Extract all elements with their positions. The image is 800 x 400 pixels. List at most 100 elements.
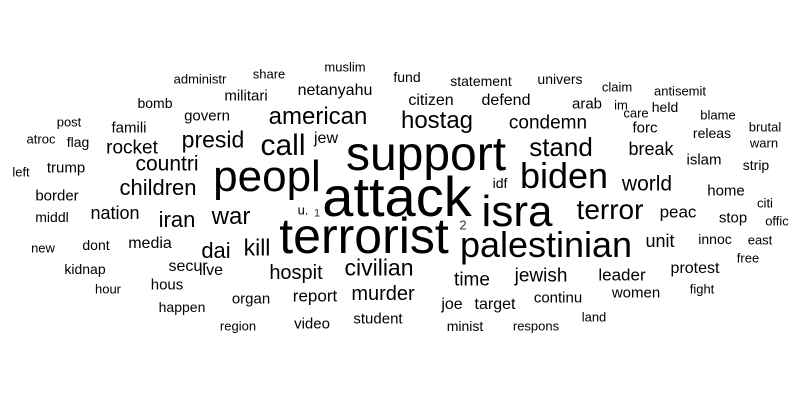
cloud-word: bomb	[137, 95, 173, 111]
cloud-word: nation	[90, 203, 140, 223]
cloud-word: isra	[481, 187, 553, 236]
cloud-word: hospit	[269, 262, 323, 284]
cloud-word: antisemit	[653, 83, 707, 99]
cloud-word: palestinian	[459, 224, 633, 265]
cloud-word: biden	[519, 155, 609, 196]
cloud-word: militari	[224, 87, 268, 105]
cloud-word: hostag	[400, 107, 474, 134]
cloud-word: target	[474, 296, 516, 313]
cloud-word: countri	[135, 152, 199, 176]
cloud-word: strip	[742, 157, 770, 173]
cloud-word: fight	[689, 281, 715, 297]
cloud-word: flag	[66, 134, 90, 150]
cloud-word: break	[628, 139, 674, 159]
cloud-word: condemn	[508, 112, 588, 134]
cloud-word: atroc	[26, 131, 56, 147]
cloud-word: support	[345, 128, 507, 181]
cloud-word: time	[454, 269, 490, 291]
cloud-word: respons	[512, 318, 560, 334]
cloud-word: rocket	[106, 137, 158, 159]
cloud-word: innoc	[698, 231, 732, 247]
cloud-word: jewish	[514, 265, 568, 287]
cloud-word: brutal	[748, 119, 782, 135]
cloud-word: free	[736, 250, 760, 266]
cloud-word: live	[198, 262, 224, 279]
cloud-word: fund	[393, 69, 421, 85]
cloud-word: netanyahu	[297, 82, 373, 99]
cloud-word: joe	[441, 296, 463, 313]
cloud-word: world	[621, 172, 673, 196]
cloud-word: region	[219, 318, 257, 334]
cloud-word: kidnap	[64, 261, 106, 277]
cloud-word: peac	[659, 202, 697, 222]
cloud-word: continu	[533, 289, 583, 307]
cloud-word: arab	[571, 95, 603, 113]
cloud-word: middl	[35, 209, 69, 225]
cloud-word: claim	[601, 79, 633, 95]
cloud-word: call	[260, 129, 306, 162]
cloud-word: stop	[718, 209, 748, 227]
cloud-word: new	[31, 240, 55, 256]
cloud-word: attack	[322, 165, 472, 228]
cloud-word: im	[614, 97, 628, 113]
cloud-word: citizen	[408, 92, 454, 109]
cloud-word: blame	[700, 107, 736, 123]
cloud-word: home	[707, 182, 745, 200]
cloud-word: hour	[94, 281, 122, 297]
cloud-word: forc	[632, 119, 658, 137]
cloud-word: murder	[351, 283, 415, 305]
cloud-word: dai	[201, 238, 231, 263]
cloud-word: idf	[492, 175, 508, 191]
cloud-word: stand	[529, 132, 593, 162]
cloud-word: minist	[446, 318, 484, 334]
cloud-word: left	[12, 164, 30, 180]
cloud-word: kill	[243, 234, 271, 261]
cloud-word: 2	[459, 217, 467, 233]
cloud-word: care	[623, 105, 649, 121]
cloud-word: presid	[181, 126, 245, 153]
cloud-word: trump	[46, 159, 86, 177]
cloud-word: releas	[692, 125, 732, 141]
cloud-word: children	[119, 175, 197, 200]
cloud-word: famili	[111, 119, 147, 137]
cloud-word: share	[252, 66, 286, 82]
cloud-word: citi	[757, 195, 773, 211]
cloud-word: protest	[670, 260, 720, 277]
cloud-word: east	[747, 232, 773, 248]
cloud-word: report	[292, 286, 338, 306]
cloud-word: student	[353, 310, 403, 328]
cloud-word: statement	[450, 73, 512, 89]
cloud-word: border	[35, 187, 79, 205]
cloud-word: media	[128, 235, 172, 252]
cloud-word: terrorist	[279, 208, 449, 264]
cloud-word: warn	[749, 135, 779, 151]
cloud-word: leader	[598, 265, 646, 285]
cloud-word: offic	[765, 213, 789, 229]
cloud-word: islam	[686, 151, 722, 169]
cloud-word: civilian	[344, 254, 414, 281]
cloud-word: administr	[173, 71, 227, 87]
cloud-word: peopl	[213, 152, 321, 201]
cloud-word: held	[651, 99, 679, 115]
cloud-word: post	[56, 114, 82, 130]
cloud-word: iran	[158, 207, 196, 232]
cloud-word: happen	[158, 299, 206, 315]
cloud-word: hous	[150, 276, 184, 294]
cloud-word: video	[294, 315, 330, 333]
cloud-word: dont	[82, 237, 110, 253]
cloud-word: women	[611, 284, 661, 302]
cloud-word: secur	[168, 258, 208, 275]
cloud-word: terror	[576, 194, 644, 225]
cloud-word: 1	[313, 207, 321, 220]
cloud-word: war	[211, 203, 251, 230]
cloud-word: jew	[313, 130, 339, 147]
cloud-word: unit	[645, 231, 675, 251]
cloud-word: u.	[297, 202, 309, 218]
cloud-word: govern	[184, 107, 230, 125]
cloud-word: land	[581, 309, 607, 325]
cloud-word: american	[268, 103, 368, 130]
cloud-word: organ	[231, 290, 271, 308]
cloud-word: defend	[481, 92, 531, 109]
cloud-word: univers	[537, 71, 583, 87]
